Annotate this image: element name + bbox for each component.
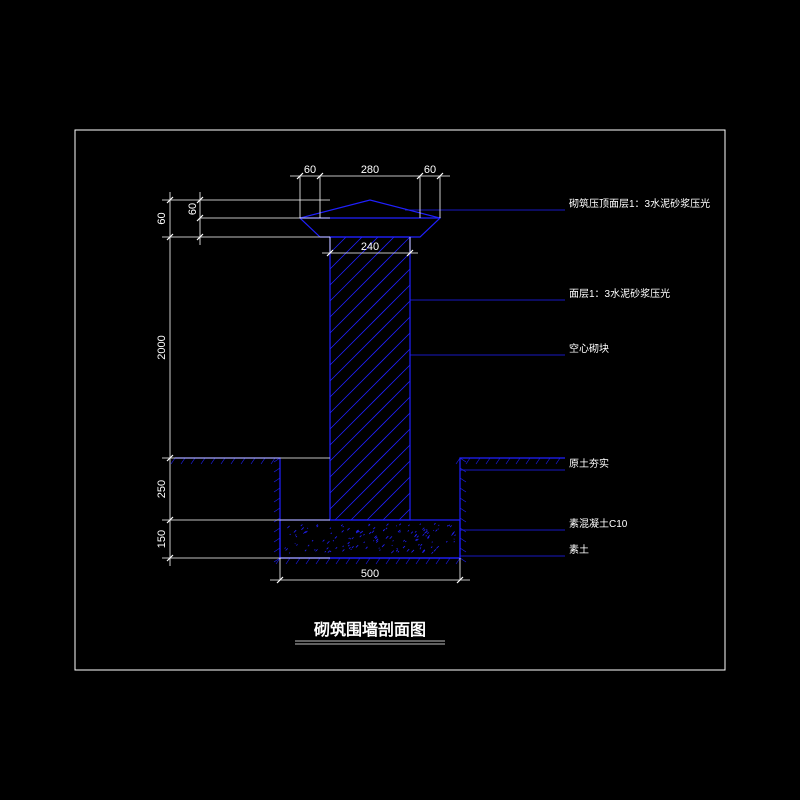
svg-text:250: 250 [156, 480, 168, 498]
leader-label: 素混凝土C10 [569, 517, 628, 530]
ground-hatch [456, 458, 560, 464]
svg-text:2000: 2000 [156, 335, 168, 359]
wall-body [330, 237, 410, 520]
svg-text:240: 240 [361, 241, 379, 253]
ground-hatch-v [460, 458, 466, 562]
leader-label: 面层1：3水泥砂浆压光 [569, 287, 670, 300]
leader-label: 素土 [569, 543, 589, 556]
wall-hatch [330, 237, 410, 520]
ground-hatch [276, 558, 460, 564]
ground-hatch-v [274, 458, 280, 562]
ground-left [175, 458, 280, 558]
svg-text:60: 60 [424, 164, 436, 176]
leader-label: 空心砌块 [569, 342, 609, 355]
svg-text:280: 280 [361, 164, 379, 176]
svg-text:60: 60 [304, 164, 316, 176]
ground-hatch [171, 458, 275, 464]
leader-label: 砌筑压顶面层1：3水泥砂浆压光 [569, 197, 710, 210]
svg-text:500: 500 [361, 568, 379, 580]
svg-text:60: 60 [187, 203, 199, 215]
svg-text:150: 150 [156, 530, 168, 548]
drawing-title: 砌筑围墙剖面图 [313, 620, 426, 639]
leader-label: 原土夯实 [569, 457, 609, 470]
svg-text:60: 60 [156, 212, 168, 224]
drawing-frame [75, 130, 725, 670]
concrete-hatch [285, 523, 456, 553]
ground-right [460, 458, 565, 558]
